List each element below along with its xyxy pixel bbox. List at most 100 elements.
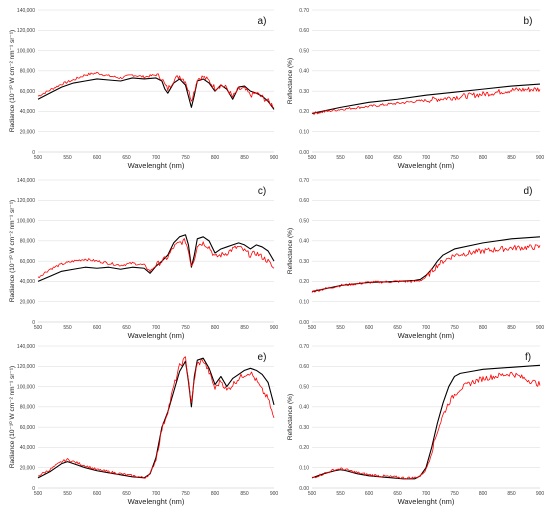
x-axis-label: Wavelenght (nm) xyxy=(398,497,455,506)
y-tick-label: 40,000 xyxy=(20,279,36,285)
series-line-black xyxy=(311,236,541,293)
y-tick-label: 140,000 xyxy=(17,344,35,350)
x-axis-label: Wavelenght (nm) xyxy=(128,161,185,170)
y-tick-label: 40,000 xyxy=(20,109,36,115)
y-tick-label: 40,000 xyxy=(20,445,36,451)
x-tick-label: 650 xyxy=(393,325,402,331)
x-tick-label: 600 xyxy=(93,155,102,161)
x-tick-label: 800 xyxy=(211,491,220,497)
y-tick-label: 0.40 xyxy=(299,405,309,411)
x-tick-label: 500 xyxy=(34,325,43,331)
x-tick-label: 600 xyxy=(93,491,102,497)
x-tick-label: 700 xyxy=(422,155,431,161)
series-line-black xyxy=(37,77,275,110)
y-axis-label: Reflectance (%) xyxy=(287,394,294,440)
x-tick-label: 700 xyxy=(422,491,431,497)
x-tick-label: 800 xyxy=(211,155,220,161)
x-tick-label: 600 xyxy=(93,325,102,331)
y-tick-label: 0.00 xyxy=(299,150,309,156)
y-tick-label: 20,000 xyxy=(20,300,36,306)
x-tick-label: 750 xyxy=(450,155,459,161)
x-tick-label: 550 xyxy=(336,491,345,497)
x-tick-label: 700 xyxy=(152,325,161,331)
y-tick-label: 0.70 xyxy=(299,344,309,350)
x-tick-label: 750 xyxy=(450,491,459,497)
y-tick-label: 60,000 xyxy=(20,259,36,265)
y-tick-label: 0.10 xyxy=(299,466,309,472)
y-tick-label: 0.20 xyxy=(299,109,309,115)
chart-panel-4: 0.00 0.10 0.20 0.30 0.40 0.50 0.60 0.70 500 550 60… xyxy=(287,178,544,340)
x-tick-label: 650 xyxy=(122,325,131,331)
x-tick-label: 800 xyxy=(479,491,488,497)
y-tick-label: 0.70 xyxy=(299,178,309,184)
chart-panel-3: 0 20,000 40,000 60,000 80,000 100,000 120,000 1… xyxy=(8,178,278,340)
panel-label: c) xyxy=(258,186,266,197)
x-axis-label: Wavelenght (nm) xyxy=(398,331,455,340)
y-axis-label: Radiance (10⁻¹⁰ W cm⁻² nm⁻¹ sr⁻¹) xyxy=(8,366,16,468)
x-tick-label: 700 xyxy=(152,155,161,161)
y-axis-label: Reflectance (%) xyxy=(287,58,294,104)
x-tick-label: 650 xyxy=(122,155,131,161)
series-line-red xyxy=(37,356,275,479)
y-tick-label: 0.10 xyxy=(299,130,309,136)
x-tick-label: 550 xyxy=(63,491,72,497)
y-tick-label: 100,000 xyxy=(17,218,35,224)
y-tick-label: 0 xyxy=(32,320,35,326)
y-tick-label: 140,000 xyxy=(17,8,35,14)
y-tick-label: 0.60 xyxy=(299,198,309,204)
y-tick-label: 120,000 xyxy=(17,364,35,370)
x-tick-label: 750 xyxy=(181,491,190,497)
series-line-red xyxy=(311,244,541,293)
x-tick-label: 750 xyxy=(450,325,459,331)
panel-label: b) xyxy=(524,16,533,27)
series-line-black xyxy=(311,364,541,480)
x-tick-label: 800 xyxy=(211,325,220,331)
y-tick-label: 0.70 xyxy=(299,8,309,14)
x-tick-label: 900 xyxy=(536,491,545,497)
x-tick-label: 800 xyxy=(479,325,488,331)
x-tick-label: 650 xyxy=(393,491,402,497)
y-tick-label: 20,000 xyxy=(20,130,36,136)
y-tick-label: 0.10 xyxy=(299,300,309,306)
chart-panel-5: 0 20,000 40,000 60,000 80,000 100,000 120,000 1… xyxy=(8,344,278,506)
y-tick-label: 120,000 xyxy=(17,28,35,34)
y-tick-label: 0.50 xyxy=(299,384,309,390)
series-line-black xyxy=(37,357,275,479)
x-tick-label: 650 xyxy=(393,155,402,161)
series-line-red xyxy=(37,238,275,279)
x-tick-label: 550 xyxy=(63,155,72,161)
x-tick-label: 850 xyxy=(240,155,249,161)
y-tick-label: 0 xyxy=(32,150,35,156)
x-tick-label: 700 xyxy=(422,325,431,331)
y-tick-label: 0.50 xyxy=(299,218,309,224)
y-tick-label: 100,000 xyxy=(17,384,35,390)
series-line-black xyxy=(37,234,275,282)
x-tick-label: 900 xyxy=(270,491,279,497)
x-tick-label: 500 xyxy=(34,155,43,161)
y-tick-label: 60,000 xyxy=(20,425,36,431)
x-tick-label: 600 xyxy=(365,155,374,161)
x-tick-label: 500 xyxy=(308,325,317,331)
y-tick-label: 0.30 xyxy=(299,425,309,431)
chart-panel-6: 0.00 0.10 0.20 0.30 0.40 0.50 0.60 0.70 500 550 60… xyxy=(287,344,544,506)
x-tick-label: 850 xyxy=(240,491,249,497)
panel-label: e) xyxy=(258,352,267,363)
y-axis-label: Radiance (10⁻¹⁰ W cm⁻² nm⁻¹ sr⁻¹) xyxy=(8,30,16,132)
x-tick-label: 750 xyxy=(181,325,190,331)
y-tick-label: 0.20 xyxy=(299,279,309,285)
x-axis-label: Wavelenght (nm) xyxy=(398,161,455,170)
chart-panel-1: 0 20,000 40,000 60,000 80,000 100,000 120,000 1… xyxy=(8,8,278,170)
x-tick-label: 800 xyxy=(479,155,488,161)
x-tick-label: 500 xyxy=(308,155,317,161)
x-tick-label: 700 xyxy=(152,491,161,497)
y-tick-label: 0.60 xyxy=(299,28,309,34)
x-tick-label: 900 xyxy=(270,325,279,331)
y-tick-label: 0.30 xyxy=(299,259,309,265)
y-tick-label: 0.40 xyxy=(299,69,309,75)
y-tick-label: 140,000 xyxy=(17,178,35,184)
y-tick-label: 0 xyxy=(32,486,35,492)
y-tick-label: 60,000 xyxy=(20,89,36,95)
x-tick-label: 850 xyxy=(240,325,249,331)
x-tick-label: 550 xyxy=(336,155,345,161)
